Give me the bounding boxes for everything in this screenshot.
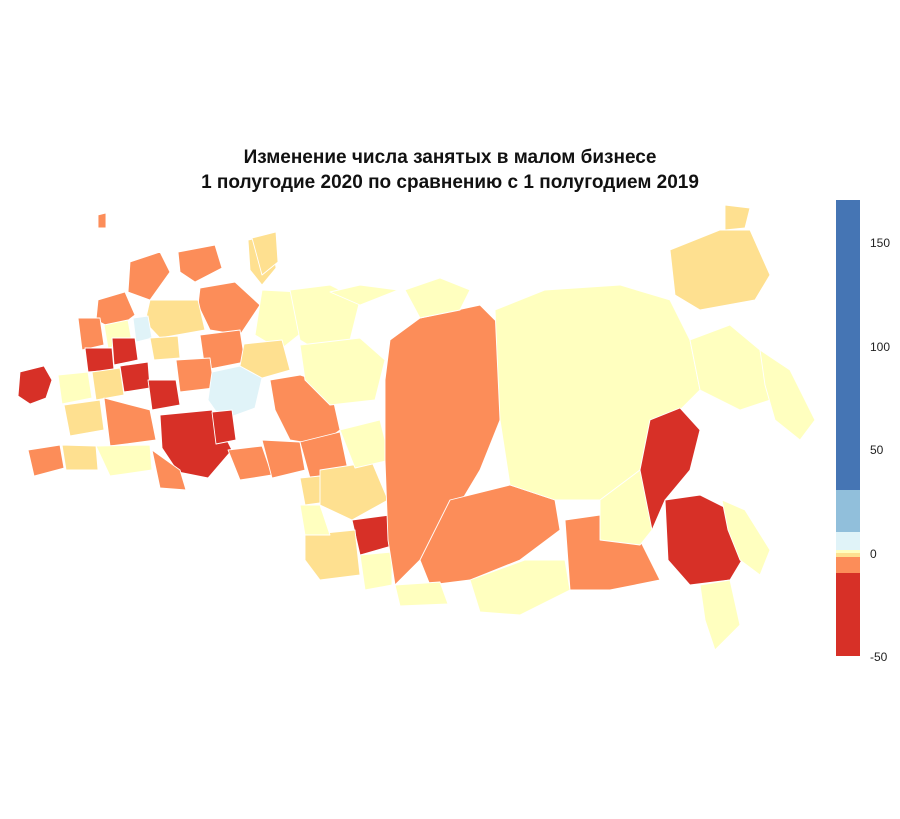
region-arkhangelsk [197, 281, 261, 336]
color-legend [836, 200, 860, 656]
legend-seg-slight-growth [836, 532, 860, 550]
region-karelia [127, 251, 171, 301]
legend-seg-strong-growth [836, 200, 860, 490]
region-moscow [132, 315, 153, 343]
region-kaluga [119, 361, 151, 393]
region-magadan [689, 324, 771, 411]
region-rostov [95, 444, 153, 477]
region-kaliningrad [17, 365, 53, 405]
legend-seg-slight-decline [836, 553, 860, 557]
region-sakhalin [721, 499, 771, 576]
region-tomsk [339, 419, 391, 469]
region-altai [304, 529, 361, 581]
region-belarus-border [57, 371, 93, 405]
region-chukotka [669, 229, 771, 311]
legend-tick-50: 50 [870, 443, 884, 457]
region-murmansk [177, 244, 223, 283]
legend-tick-0: 0 [870, 547, 877, 561]
region-novaya-zemlya [251, 231, 279, 276]
legend-tick-100: 100 [870, 340, 891, 354]
region-taimyr [404, 277, 471, 319]
region-tyva [394, 581, 449, 607]
region-pskov [77, 317, 105, 351]
title-line-2: 1 полугодие 2020 по сравнению с 1 полуго… [201, 172, 699, 193]
region-smolensk [84, 347, 115, 373]
region-perm [239, 339, 291, 379]
region-kursk [63, 399, 105, 437]
region-kemerovo [359, 551, 393, 591]
legend-seg-decline [836, 557, 860, 573]
region-samara [211, 409, 237, 445]
region-chukotka-east [724, 204, 751, 231]
region-khanty [299, 337, 386, 406]
region-bryansk [91, 367, 125, 401]
region-arctic-islands [329, 284, 399, 306]
region-nizhny [175, 357, 215, 393]
region-chelyabinsk [261, 439, 306, 479]
region-primorye-south [699, 579, 741, 651]
region-ryazan [147, 379, 181, 411]
region-volgograd [151, 449, 187, 491]
region-tver [111, 337, 139, 366]
legend-tick-minus-50: -50 [870, 650, 888, 664]
region-franz-josef [97, 212, 107, 229]
region-kamchatka [759, 349, 816, 441]
legend-tick-150: 150 [870, 236, 891, 250]
region-amur [599, 469, 653, 546]
legend-seg-strong-decline [836, 573, 860, 656]
region-vologda [144, 299, 206, 339]
region-yaroslavl [149, 335, 181, 361]
region-omsk [319, 461, 389, 521]
region-voronezh [103, 397, 157, 447]
region-stavropol [61, 444, 99, 471]
legend-seg-stable [836, 550, 860, 553]
legend-seg-growth [836, 490, 860, 532]
region-krasnodar [27, 444, 65, 477]
region-kazakh-border [299, 504, 331, 536]
map-title: Изменение числа занятых в малом бизнесе … [0, 145, 900, 195]
title-line-1: Изменение числа занятых в малом бизнесе [243, 147, 657, 168]
